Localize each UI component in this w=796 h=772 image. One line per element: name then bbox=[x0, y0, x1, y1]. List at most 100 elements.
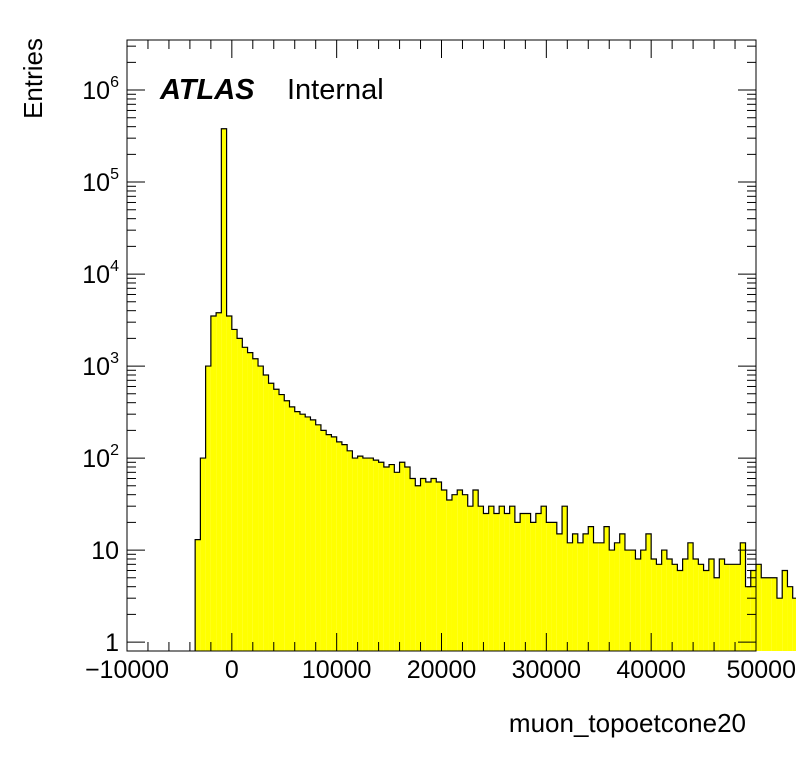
histogram-bin bbox=[729, 564, 736, 651]
histogram-bars bbox=[194, 128, 796, 652]
histogram-bin bbox=[284, 400, 290, 651]
histogram-bin bbox=[624, 550, 631, 651]
histogram-bin bbox=[467, 506, 473, 651]
histogram-bin bbox=[336, 441, 342, 651]
histogram-bin bbox=[562, 506, 568, 651]
histogram-bin bbox=[472, 489, 479, 651]
histogram-bin bbox=[630, 550, 636, 651]
histogram-bin bbox=[237, 338, 243, 651]
histogram-bin bbox=[577, 542, 584, 651]
histogram-bin bbox=[362, 458, 369, 651]
histogram-bin bbox=[740, 542, 746, 651]
histogram-bin bbox=[200, 458, 206, 651]
histogram-bin bbox=[195, 539, 201, 651]
histogram-bin bbox=[514, 522, 521, 651]
histogram-bin bbox=[771, 577, 777, 651]
histogram-bin bbox=[368, 458, 374, 651]
x-tick-label: 20000 bbox=[407, 656, 477, 684]
histogram-bin bbox=[583, 533, 589, 651]
histogram-bin bbox=[598, 542, 604, 651]
histogram-bin bbox=[462, 494, 468, 651]
histogram-bin bbox=[378, 462, 384, 651]
histogram-bin bbox=[415, 485, 421, 651]
histogram-bin bbox=[383, 466, 390, 651]
histogram-bin bbox=[478, 506, 484, 651]
histogram-bin bbox=[672, 564, 678, 651]
histogram-bin bbox=[441, 489, 447, 651]
histogram-bin bbox=[373, 460, 379, 651]
atlas-status-label: Internal bbox=[287, 74, 384, 106]
histogram-bin bbox=[614, 542, 620, 651]
histogram-bin bbox=[310, 419, 316, 651]
histogram-bin bbox=[399, 462, 405, 651]
histogram-bin bbox=[446, 500, 452, 651]
histogram-bin bbox=[451, 494, 458, 651]
histogram-bin bbox=[410, 478, 416, 651]
histogram-bin bbox=[520, 513, 526, 651]
histogram-bin bbox=[352, 458, 358, 651]
histogram-bin bbox=[394, 472, 400, 651]
histogram-bin bbox=[320, 430, 327, 651]
x-tick-label: −10000 bbox=[85, 656, 169, 684]
histogram-bin bbox=[357, 456, 363, 651]
histogram-bin bbox=[782, 570, 788, 651]
histogram-bin bbox=[661, 550, 667, 651]
y-axis-title: Entries bbox=[18, 38, 48, 119]
histogram-bin bbox=[535, 513, 542, 651]
x-tick-label: 0 bbox=[225, 656, 239, 684]
y-tick-labels: 1 10 102 103 104 105 106 bbox=[82, 74, 119, 657]
histogram-bin bbox=[242, 347, 248, 651]
histogram-bin bbox=[221, 128, 227, 652]
histogram-bin bbox=[708, 558, 715, 651]
histogram-bin bbox=[787, 586, 793, 651]
histogram-bin bbox=[294, 411, 300, 651]
histogram-bin bbox=[750, 570, 756, 651]
y-tick-label: 1 bbox=[105, 629, 119, 657]
histogram-bin bbox=[567, 542, 573, 651]
histogram-outline bbox=[194, 128, 796, 651]
histogram-bin bbox=[216, 312, 222, 651]
histogram-bin bbox=[693, 558, 699, 651]
histogram-bin bbox=[556, 533, 563, 651]
histogram-bin bbox=[347, 450, 353, 651]
histogram-bin bbox=[493, 513, 500, 651]
histogram-bin bbox=[656, 564, 662, 651]
y-tick-label: 106 bbox=[82, 74, 119, 105]
histogram-bin bbox=[499, 506, 505, 651]
histogram-bin bbox=[504, 513, 510, 651]
histogram-bin bbox=[331, 436, 337, 651]
x-tick-labels: −10000 0 10000 20000 30000 40000 50000 bbox=[85, 656, 796, 684]
histogram-bin bbox=[226, 316, 232, 651]
histogram-bin bbox=[525, 513, 531, 651]
histogram-bin bbox=[263, 374, 269, 651]
histogram-bin bbox=[645, 533, 652, 651]
x-tick-label: 50000 bbox=[726, 656, 796, 684]
histogram-bin bbox=[252, 358, 259, 651]
histogram-bin bbox=[651, 558, 657, 651]
histogram-bin bbox=[231, 329, 238, 651]
histogram-bin bbox=[299, 414, 306, 651]
histogram-bin bbox=[546, 522, 552, 651]
histogram-bin bbox=[509, 506, 515, 651]
histogram-bin bbox=[714, 577, 720, 651]
histogram-bin bbox=[756, 564, 762, 651]
histogram-bin bbox=[635, 558, 641, 651]
x-tick-label: 40000 bbox=[616, 656, 686, 684]
histogram-bin bbox=[273, 389, 280, 651]
histogram-bin bbox=[745, 586, 751, 651]
y-tick-label: 103 bbox=[82, 350, 119, 381]
histogram-bin bbox=[761, 577, 767, 651]
histogram-bin bbox=[735, 564, 741, 651]
histogram-bin bbox=[724, 564, 730, 651]
histogram-bin bbox=[792, 598, 796, 651]
histogram-bin bbox=[436, 481, 442, 651]
histogram-bin bbox=[682, 558, 688, 651]
histogram-bin bbox=[268, 383, 274, 651]
histogram-bin bbox=[315, 424, 321, 651]
histogram-bin bbox=[420, 478, 426, 651]
histogram-bin bbox=[640, 550, 646, 651]
histogram-bin bbox=[341, 444, 348, 651]
histogram-bin bbox=[483, 513, 489, 651]
histogram-bin bbox=[258, 366, 264, 651]
